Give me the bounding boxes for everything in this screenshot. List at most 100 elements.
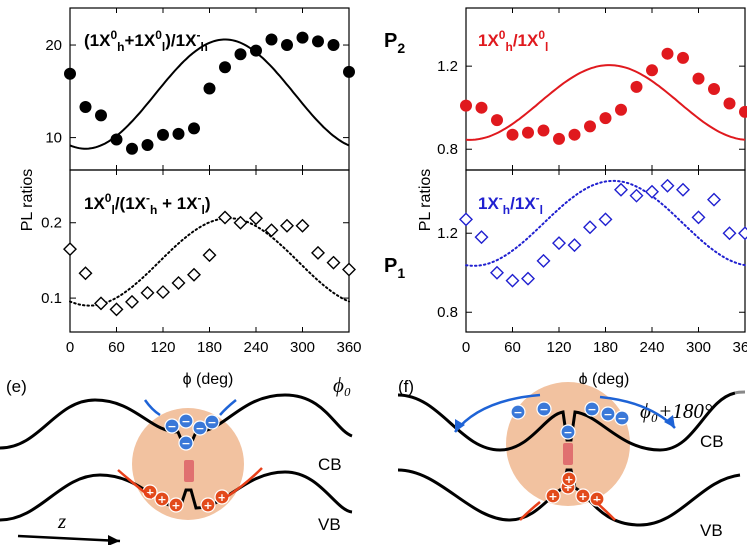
hole-e-circle: [214, 489, 230, 505]
title-fragment: /1X: [510, 194, 536, 213]
title-fragment: -: [146, 191, 150, 205]
data-point-br: [521, 271, 535, 286]
data-point-tr: [739, 105, 747, 118]
data-point-tl: [281, 39, 293, 52]
electron-e-symbol: −: [195, 422, 204, 435]
emitter-f: [563, 443, 573, 465]
data-point-tr: [615, 103, 627, 116]
z-axis-label: z: [57, 509, 66, 533]
z-axis-arrowhead: [108, 535, 120, 545]
data-point-bl: [156, 285, 170, 300]
red-arrow-f-left: [519, 501, 541, 521]
x-tick-label-br: 180: [593, 339, 618, 356]
vb-label-e: VB: [318, 515, 341, 534]
data-point-tl: [343, 65, 355, 78]
data-point-tr: [553, 132, 565, 145]
data-point-bl: [280, 218, 294, 233]
electron-f-circle: [536, 401, 552, 417]
data-point-tr: [692, 72, 705, 85]
data-point-tr: [460, 99, 472, 112]
cb-band-f: [397, 391, 736, 452]
electron-f-symbol: −: [617, 412, 626, 425]
data-point-br: [583, 220, 597, 235]
title-fragment: 0: [499, 28, 506, 42]
data-point-br: [660, 178, 675, 193]
x-tick-label-br: 0: [462, 339, 470, 356]
diagram-e: (e) ϕ₀ − −− −− + + +++ CB VB z: [0, 373, 353, 545]
data-point-tl: [203, 82, 216, 95]
data-point-tl: [296, 31, 309, 44]
electron-e-symbol: −: [167, 420, 176, 433]
title-fragment: h: [503, 203, 510, 217]
electron-f-symbol: −: [603, 408, 612, 421]
diagram-e-phase: ϕ₀: [333, 373, 351, 397]
data-point-tl: [327, 39, 340, 52]
y-tick-label-tl: 10: [45, 130, 62, 147]
electron-f-circle: [510, 404, 526, 420]
y-tick-label-br: 1.2: [437, 225, 458, 242]
data-point-bl: [187, 267, 201, 282]
fit-curve-tr: [465, 64, 746, 141]
cb-label-f: CB: [700, 432, 724, 451]
x-tick-label-bl: 180: [197, 339, 222, 356]
red-arrow-e-right: [224, 467, 263, 500]
data-point-tl: [172, 127, 185, 140]
x-tick-label-bl: 120: [150, 339, 175, 356]
electron-e-symbol: −: [181, 437, 190, 450]
diagram-e-label: (e): [6, 377, 27, 396]
data-point-tl: [250, 44, 262, 57]
x-tick-label-bl: 240: [243, 339, 268, 356]
x-tick-label-bl: 300: [290, 339, 315, 356]
hole-group-f: +++++: [545, 471, 605, 507]
hole-f-circle: [561, 471, 577, 487]
title-fragment: -: [198, 191, 202, 205]
data-point-tr: [630, 80, 643, 93]
title-fragment: /1X: [513, 31, 539, 50]
x-tick-label-bl: 0: [66, 339, 74, 356]
title-fragment: 1X: [478, 31, 499, 50]
p2-label: P2: [384, 30, 405, 56]
x-tick-label-br: 300: [686, 339, 711, 356]
electron-e-circle: [204, 414, 220, 430]
x-tick-label-br: 240: [639, 339, 664, 356]
blue-arrow-f-right-head: [664, 415, 675, 428]
title-fragment: )/1X: [165, 31, 197, 50]
data-point-bl: [125, 294, 139, 309]
data-point-bl: [78, 266, 93, 281]
z-axis-arrow: [17, 534, 121, 543]
data-point-tr: [491, 114, 503, 127]
fit-curve-bl: [69, 217, 350, 307]
data-point-br: [614, 182, 628, 197]
hole-group-e: + + +++: [142, 484, 230, 513]
data-point-bl: [311, 245, 325, 260]
y-axis-label-right: PL ratios: [417, 169, 434, 232]
title-fragment: h: [117, 40, 124, 54]
data-point-tl: [188, 122, 200, 135]
cb-band-f-tail: [734, 390, 746, 395]
data-point-tr: [537, 124, 550, 137]
y-tick-label-br: 0.8: [437, 304, 458, 321]
electron-e-symbol: −: [207, 416, 216, 429]
data-point-tl: [219, 61, 231, 74]
data-point-tr: [506, 128, 519, 141]
data-point-bl: [94, 296, 108, 311]
hole-f-circle: [589, 491, 605, 507]
data-point-tr: [661, 47, 674, 60]
p1-label: P1: [384, 255, 405, 281]
red-arrow-f-right: [595, 501, 616, 521]
x-axis-label-right: ϕ (deg): [579, 371, 630, 388]
data-point-bl: [140, 285, 155, 300]
data-point-tl: [110, 133, 123, 146]
electron-e-circle: [192, 420, 208, 436]
data-point-br: [707, 192, 721, 207]
title-fragment: 1X: [478, 194, 499, 213]
electron-f-symbol: −: [513, 406, 522, 419]
hole-f-symbol: +: [548, 490, 557, 503]
red-arrow-e-left: [117, 469, 153, 499]
data-point-tl: [141, 139, 154, 152]
data-point-tl: [234, 48, 247, 61]
electron-f-symbol: −: [563, 426, 572, 439]
electron-f-circle: [600, 406, 616, 422]
title-fragment: + 1X: [157, 194, 198, 213]
data-point-tl: [79, 101, 92, 114]
